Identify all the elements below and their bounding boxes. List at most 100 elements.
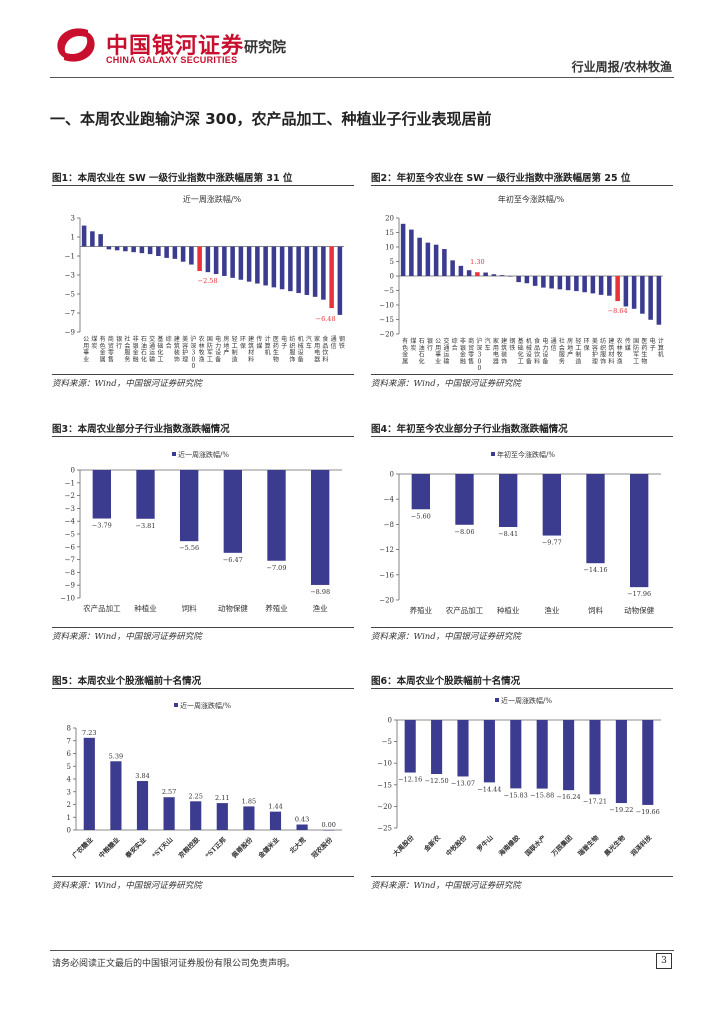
annotation-label: 1.30 [470,258,484,266]
x-label-char: 建 [248,335,254,343]
data-label: 2.57 [162,788,176,796]
x-label-char: 非 [460,337,466,345]
data-label: 2.25 [188,792,202,800]
bar [607,276,612,296]
data-label: −12.50 [425,777,449,785]
bar [269,811,282,830]
y-tick-label: −1 [65,479,75,487]
x-label-char: 深 [190,342,196,350]
x-label-char: 械 [526,344,532,352]
x-label-char: 品 [534,345,540,352]
x-label-char: 传 [256,335,262,343]
figure-3-title: 图3：本周农业部分子行业指数涨跌幅情况 [52,424,230,435]
x-label-char: 渔 [617,357,623,365]
x-label-char: 信 [331,342,337,350]
bar [263,246,268,286]
x-label-char: 筑 [608,344,614,352]
x-label-char: 深 [476,344,482,352]
figure-6-rule [371,688,673,689]
x-label-char: 筑 [501,344,507,352]
bar [139,246,145,254]
bar [541,276,546,288]
x-label-char: 材 [608,351,614,359]
bar [574,276,579,292]
bar [180,246,186,262]
x-label-char: 服 [559,352,565,359]
x-tick-label: 金新农 [421,833,442,854]
bar [656,276,662,325]
x-label-char: 车 [306,342,312,350]
x-label-char: 建 [501,337,507,345]
figure-1-rule [52,185,354,186]
x-label-char: 食 [534,337,540,345]
figure-6-title: 图6：本周农业个股跌幅前十名情况 [371,676,521,687]
x-label-char: 用 [435,345,441,352]
x-label-char: 防 [633,344,639,352]
x-label-char: 通 [443,344,449,352]
y-tick-label: −1 [65,253,75,261]
x-label-char: 理 [592,358,598,365]
figure-4-bottom-rule [371,627,673,628]
data-label: −8.41 [498,530,518,538]
data-label: 0.00 [321,821,335,829]
annotation-label: −6.48 [316,315,336,323]
x-label-char: 容 [182,342,188,350]
y-tick-label: 0 [67,827,71,835]
x-label-char: 零 [108,350,114,357]
bar [563,720,575,791]
x-label-char: 材 [248,349,254,357]
x-label-char: 会 [559,344,565,352]
y-tick-label: −20 [379,597,394,605]
x-label-char: 电 [650,337,656,345]
x-label-char: 综 [452,337,458,345]
y-tick-label: 15 [385,229,394,237]
figure-4-source: 资料来源：Wind，中国银河证券研究院 [371,632,521,642]
bar [147,246,153,255]
bar [163,797,175,830]
legend-label: 近一周涨跌幅/% [178,450,229,459]
figure-3-bottom-rule [52,627,354,628]
x-label-char: 军 [633,352,639,359]
x-label-char: 电 [281,335,287,343]
y-tick-label: 0 [71,467,75,475]
bar [136,470,155,519]
x-label-char: 地 [223,342,229,350]
x-label-char: 工 [633,358,639,365]
bar [323,830,335,831]
x-label-char: 环 [584,338,590,345]
x-label-char: 用 [493,345,499,352]
x-label-char: 美 [592,337,598,345]
data-label: −6.47 [223,556,243,564]
y-tick-label: 1 [67,814,71,822]
x-label-char: 油 [419,344,425,352]
x-label-char: 3 [191,350,195,357]
x-label-char: 业 [83,355,89,363]
bar [565,276,571,291]
figure-1-source: 资料来源：Wind，中国银河证券研究院 [52,379,202,389]
x-tick-label: 养殖业 [410,605,433,615]
y-tick-label: −5 [384,287,394,295]
x-label-char: 输 [443,357,449,365]
x-label-char: 贸 [468,344,474,352]
x-label-char: 煤 [91,335,97,343]
x-label-char: 国 [633,338,639,345]
data-label: −14.44 [477,785,501,793]
x-tick-label: 佩蒂股份 [230,835,255,860]
data-label: −15.83 [504,791,528,799]
bar [598,276,604,295]
x-label-char: 银 [460,344,466,352]
figure-5-source: 资料来源：Wind，中国银河证券研究院 [52,881,202,891]
x-tick-label: 中粮糖业 [97,835,122,860]
x-label-char: 银 [133,342,139,350]
x-label-char: 备 [542,357,548,365]
x-label-char: 合 [166,342,172,350]
x-tick-label: 国联水产 [523,833,548,858]
data-label: −17.21 [583,797,607,805]
x-label-char: 料 [248,355,254,363]
y-tick-label: −3 [65,505,75,513]
x-label-char: 工 [207,356,213,363]
page-number: 3 [656,953,672,969]
x-tick-label: 渔业 [544,605,559,615]
legend-swatch [495,698,499,702]
bar [243,806,255,830]
